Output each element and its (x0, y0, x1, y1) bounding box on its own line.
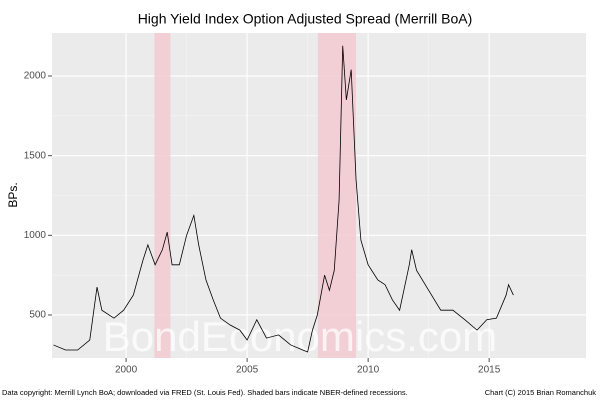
recession-band (317, 33, 357, 358)
watermark: BondEconomics.com (103, 313, 498, 360)
plot-area: BondEconomics.com (53, 33, 514, 360)
y-tick-label: 2000 (24, 71, 47, 82)
x-tick-label: 2005 (236, 365, 259, 376)
x-tick-label: 2010 (357, 365, 380, 376)
x-tick-label: 2000 (115, 365, 138, 376)
y-tick-label: 1500 (24, 150, 47, 161)
y-tick-label: 1000 (24, 230, 47, 241)
chart-title: High Yield Index Option Adjusted Spread … (138, 11, 473, 27)
x-tick-label: 2015 (478, 365, 501, 376)
spread-line (53, 45, 514, 353)
y-tick-label: 500 (29, 310, 46, 321)
recession-band (154, 33, 171, 358)
y-axis-label: BPs. (6, 182, 20, 207)
credit: Chart (C) 2015 Brian Romanchuk (485, 388, 597, 397)
footnote: Data copyright: Merrill Lynch BoA; downl… (2, 388, 408, 397)
